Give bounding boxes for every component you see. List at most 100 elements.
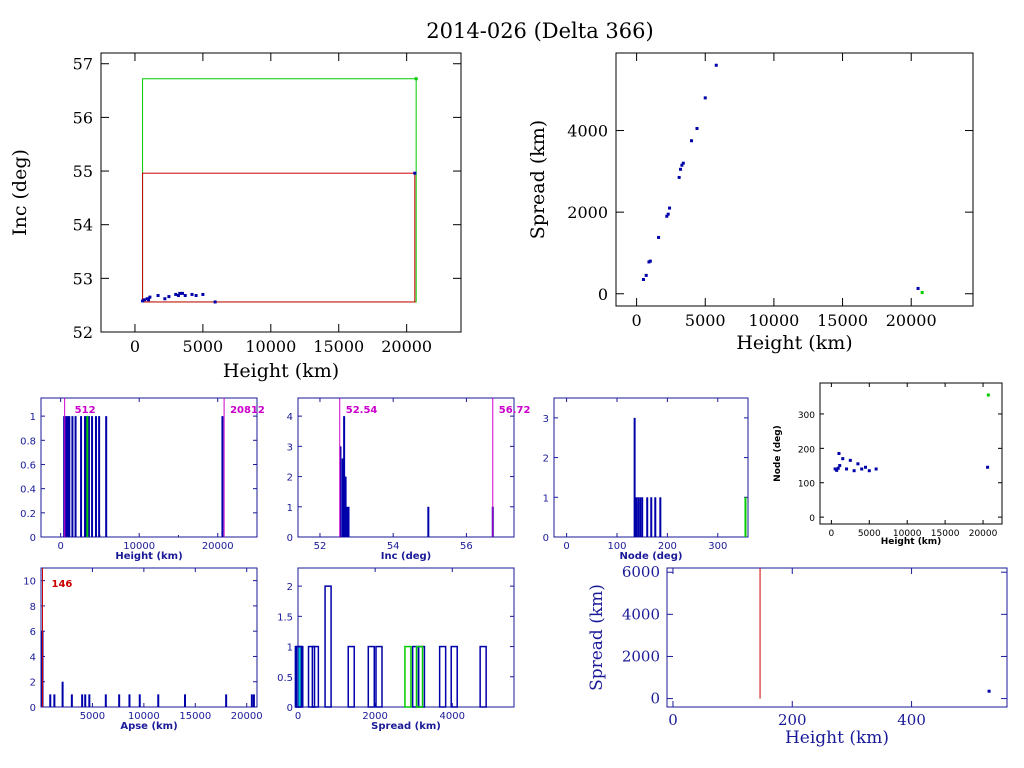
histogram-bar [104,694,107,707]
spread_vs_height-xtick-label: 10000 [748,311,799,330]
histogram-bar [128,694,131,707]
node_vs_height-ylabel: Node (deg) [773,425,783,482]
node_hist-xlabel: Node (deg) [620,551,683,562]
data-point [147,298,151,302]
data-point [163,297,167,301]
spread_vs_height-xtick-label: 5000 [685,311,726,330]
node_hist-ytick-label: 3 [543,414,549,425]
data-point [644,273,648,277]
histogram-bar-green [404,645,412,708]
histogram-bar [343,416,346,537]
histogram-bar [250,694,253,707]
histogram-bar [341,458,344,537]
data-point-green [414,77,418,81]
histogram-bar [347,645,355,708]
data-point [845,467,849,471]
spread_vs_height-ytick-label: 4000 [567,122,608,141]
histogram-bar [479,645,487,708]
data-point [181,291,185,295]
spread_vs_height-ytick-label: 0 [598,285,608,304]
spread_vs_height_small-ytick-label: 6000 [622,563,660,581]
data-point [867,469,871,473]
apse_hist-frame [40,567,258,708]
inc_vs_height-ytick-label: 54 [73,216,93,235]
data-point [703,96,707,100]
histogram-bar [87,416,90,537]
spread_hist-ytick-label: 1.5 [277,612,293,623]
node_hist-xtick-label: 200 [658,541,677,552]
data-point [836,466,840,470]
data-point [838,464,842,468]
height_hist-ytick-label: 1 [30,412,36,423]
histogram-bar [70,694,73,707]
histogram-bar [650,497,653,537]
node_hist-xtick-label: 0 [563,541,569,552]
node_vs_height-ytick-label: 300 [798,411,815,421]
data-point-green [986,393,990,397]
data-point [860,467,864,471]
figure-title: 2014-026 (Delta 366) [426,19,653,43]
height_hist-ytick-label: 0 [30,533,36,544]
data-point [690,139,694,143]
histogram-bar [339,446,342,537]
histogram-bar [66,416,69,537]
histogram-bar [375,645,383,708]
histogram-bar [646,497,649,537]
green-bounding-box [142,78,417,303]
spread_vs_height-frame [615,52,974,307]
histogram-bar [80,416,83,537]
spread_vs_height-ytick-label: 2000 [567,203,608,222]
apse_hist-xtick-label: 15000 [179,711,211,722]
inc_vs_height-xtick-label: 10000 [245,337,296,356]
apse_hist-ytick-label: 4 [30,652,36,663]
node_vs_height-ytick-label: 100 [798,480,815,490]
spread_vs_height_small-xtick-label: 400 [897,711,926,729]
inc_hist-xtick-label: 56 [460,541,473,552]
data-point [148,295,152,299]
apse_hist-ytick-label: 8 [30,602,36,613]
data-point [183,294,187,298]
histogram-bar [307,645,316,708]
histogram-bar [68,416,71,537]
height_hist-xtick-label: 20000 [202,541,234,552]
histogram-bar [252,694,255,707]
inc_vs_height-xtick-label: 15000 [313,337,364,356]
histogram-bar [633,417,636,537]
data-point [176,294,180,298]
inc_vs_height-ytick-label: 57 [73,55,93,74]
histogram-bar-green [744,497,747,537]
inc_hist-frame [297,397,515,538]
data-point [986,465,990,469]
data-point-green [920,291,924,295]
spread_vs_height_small-xtick-label: 200 [778,711,807,729]
spread_hist-ytick-label: 2 [287,582,293,593]
histogram-bar [74,416,77,537]
histogram-bar [641,497,644,537]
histogram-bar [49,694,52,707]
data-point [837,452,841,455]
histogram-bar [53,694,56,707]
marker-label: 52.54 [346,405,378,416]
apse_hist-ytick-label: 2 [30,678,36,689]
spread_vs_height-ylabel: Spread (km) [527,120,549,239]
inc_vs_height-ytick-label: 52 [73,323,93,342]
spread_hist-xtick-label: 0 [295,711,301,722]
apse_hist-ytick-label: 6 [30,627,36,638]
inc_vs_height-ytick-label: 56 [73,108,93,127]
data-point [666,212,670,216]
node_vs_height-xtick-label: 20000 [969,529,998,539]
inc_vs_height-ytick-label: 53 [73,269,93,288]
red-bounding-box [142,172,416,303]
histogram-bar [83,416,86,537]
histogram-bar [637,497,640,537]
histogram-bar [94,416,97,537]
histogram-bar [157,694,160,707]
data-point [665,214,669,218]
spread_vs_height_small-frame [666,567,1008,708]
histogram-bar [118,694,121,707]
data-point [681,161,685,165]
spread_vs_height_small-xtick-label: 0 [668,711,678,729]
histogram-bar [344,476,347,537]
spread_hist-ytick-label: 0.5 [277,673,293,684]
